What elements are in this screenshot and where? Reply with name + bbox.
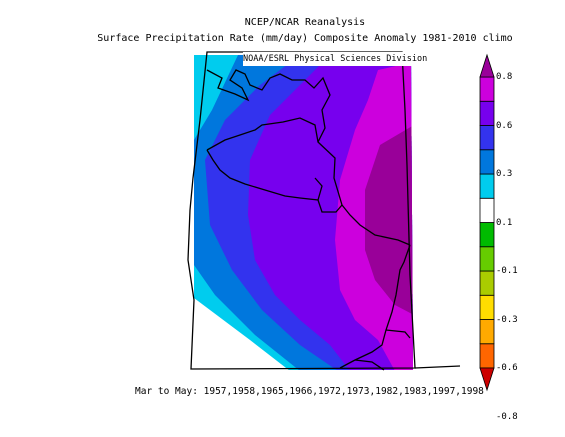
border-east <box>339 244 411 369</box>
title-line-2: Surface Precipitation Rate (mm/day) Comp… <box>97 33 513 44</box>
coast-east <box>385 329 411 339</box>
colorbar-tick-label: -0.6 <box>496 363 518 373</box>
coast-southeast <box>354 359 385 371</box>
border-interior-1 <box>206 149 343 213</box>
border-interior-2 <box>314 177 323 201</box>
outer-boundary <box>187 51 416 370</box>
colorbar-swatch <box>479 246 495 272</box>
coastline-bay <box>206 117 411 246</box>
colorbar-swatch <box>479 173 495 199</box>
colorbar-swatch <box>479 319 495 345</box>
colorbar-swatch <box>479 100 495 126</box>
colorbar-tick-label: 0.3 <box>496 169 513 179</box>
map-fill-layer <box>194 55 413 370</box>
colorbar-swatch <box>479 197 495 223</box>
colorbar-swatch <box>479 125 495 151</box>
colorbar-tick-label: -0.3 <box>496 314 518 325</box>
colorbar-swatch <box>479 343 495 369</box>
colorbar-tick-label: -0.8 <box>496 411 518 422</box>
coastline-north <box>206 69 331 143</box>
boundary-lines <box>187 51 461 371</box>
colorbar-tick-label: 0.8 <box>496 72 513 82</box>
colorbar-bottom-arrow <box>479 367 495 392</box>
colorbar-top-arrow <box>479 53 495 78</box>
credit-label: NOAA/ESRL Physical Sciences Division <box>243 52 428 66</box>
colorbar-swatch <box>479 270 495 296</box>
colorbar-swatch <box>479 222 495 248</box>
line-east-ext <box>414 365 461 369</box>
colorbar-tick-label: 0.6 <box>496 120 513 131</box>
colorbar-swatch <box>479 294 495 320</box>
colorbar-tick-label: -0.1 <box>496 266 518 276</box>
region-white-sw <box>194 298 290 370</box>
footer-years: Mar to May: 1957,1958,1965,1966,1972,197… <box>135 386 484 397</box>
title-line-1: NCEP/NCAR Reanalysis <box>244 17 366 28</box>
colorbar-swatch <box>479 76 495 102</box>
colorbar-swatch <box>479 149 495 175</box>
colorbar-tick-label: 0.1 <box>496 217 513 228</box>
colorbar-swatches <box>479 76 495 369</box>
